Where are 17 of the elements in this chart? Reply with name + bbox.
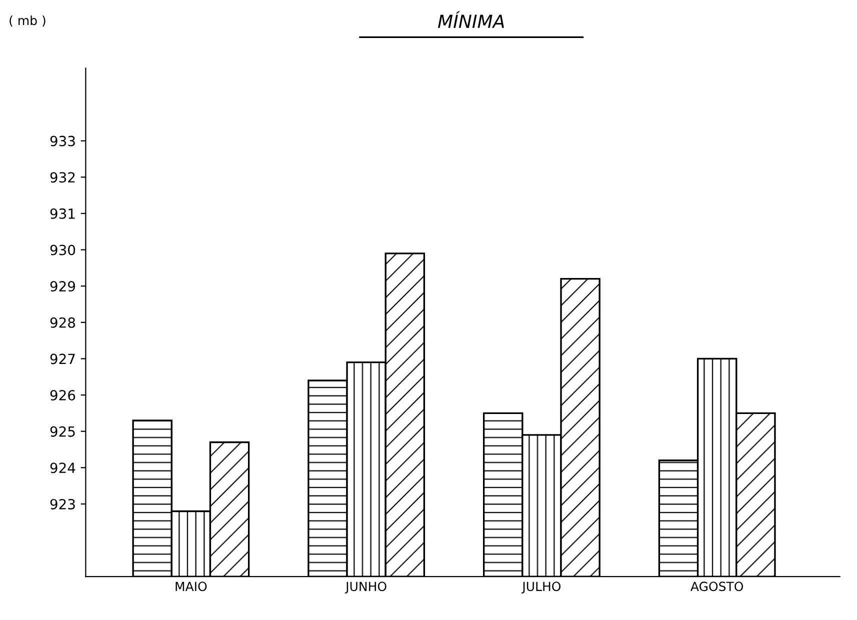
y-tick-label: 933 bbox=[50, 136, 75, 146]
y-tick-label: 931 bbox=[50, 208, 75, 219]
y-tick-label: 927 bbox=[50, 354, 75, 364]
x-tick-label: JUNHO bbox=[344, 582, 386, 594]
y-axis-title: ( mb ) bbox=[10, 16, 46, 27]
chart-title: MÍNIMA bbox=[438, 11, 504, 28]
x-tick-label: AGOSTO bbox=[690, 582, 744, 592]
y-tick-label: 928 bbox=[50, 317, 76, 328]
y-tick-label: 926 bbox=[50, 390, 76, 401]
x-tick-label: MAIO bbox=[176, 582, 207, 592]
x-tick-label: JULHO bbox=[522, 582, 561, 594]
y-tick-label: 923 bbox=[50, 498, 75, 510]
y-tick-label: 929 bbox=[50, 281, 75, 292]
y-tick-label: 924 bbox=[50, 462, 76, 474]
y-tick-label: 925 bbox=[50, 426, 75, 437]
y-tick-label: 932 bbox=[50, 172, 75, 183]
y-tick-label: 930 bbox=[50, 244, 76, 256]
